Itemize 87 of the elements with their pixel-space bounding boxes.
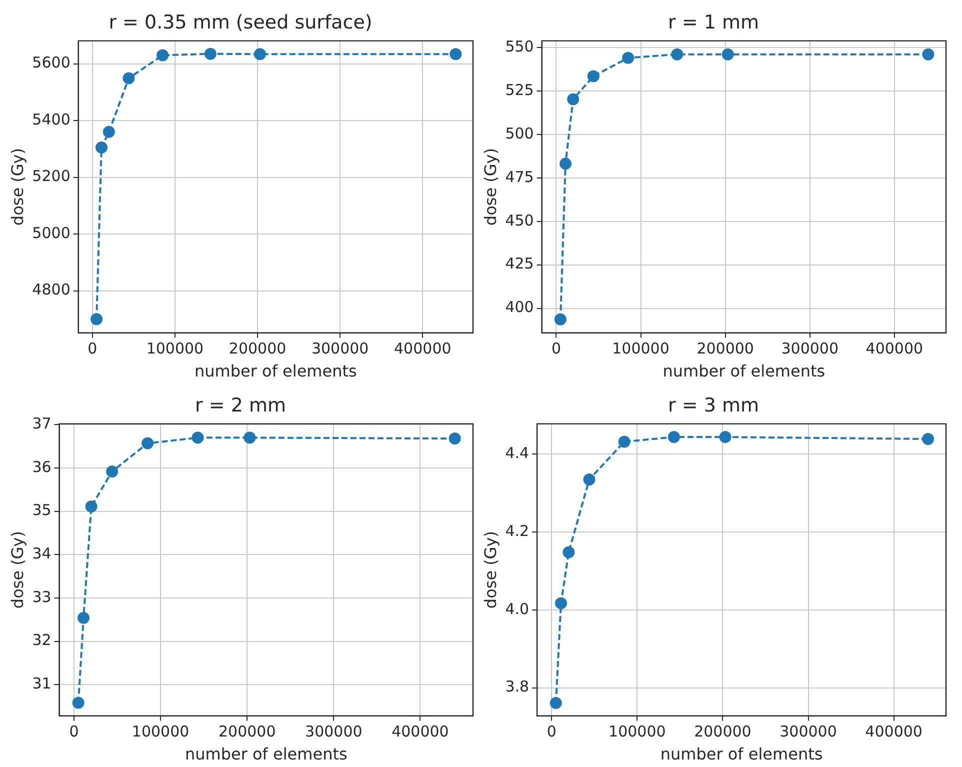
y-tick-label: 4.0 [505, 600, 530, 618]
x-tick-label: 200000 [696, 340, 754, 358]
point [583, 473, 596, 486]
x-tick-label: 0 [88, 340, 98, 358]
x-tick-label: 0 [551, 340, 561, 358]
y-tick-label: 5600 [32, 54, 70, 72]
point [567, 93, 580, 106]
point [618, 436, 630, 448]
x-tick-label: 100000 [146, 340, 204, 358]
x-tick-label: 400000 [865, 722, 922, 741]
x-tick-label: 400000 [394, 340, 452, 358]
y-tick-label: 33 [32, 588, 52, 606]
x-tick-label: 100000 [608, 722, 666, 741]
point [622, 52, 634, 64]
y-tick-label: 5400 [32, 110, 70, 128]
y-tick-label: 550 [505, 37, 534, 56]
point [142, 437, 154, 450]
point [719, 431, 732, 444]
y-axis-title: dose (Gy) [480, 531, 500, 609]
y-tick-label: 525 [505, 80, 534, 99]
y-axis-title: dose (Gy) [8, 531, 27, 609]
x-tick-label: 200000 [228, 340, 286, 358]
point [562, 546, 575, 558]
y-axis-title: dose (Gy) [480, 148, 500, 226]
x-tick-label: 0 [546, 722, 556, 741]
point [85, 500, 98, 513]
point [450, 48, 462, 60]
point [448, 432, 461, 445]
y-tick-label: 4800 [32, 280, 70, 299]
point [922, 432, 934, 445]
y-tick-label: 35 [32, 501, 52, 520]
x-tick-label: 300000 [781, 340, 838, 358]
y-tick-label: 34 [32, 544, 52, 563]
point [722, 48, 734, 60]
y-tick-label: 36 [32, 458, 52, 476]
point [671, 48, 684, 60]
x-tick-label: 200000 [218, 722, 276, 741]
point [192, 432, 204, 444]
chart-title: r = 3 mm [668, 394, 759, 416]
point [922, 48, 934, 60]
point [102, 126, 115, 138]
x-tick-label: 400000 [866, 340, 924, 358]
y-tick-label: 32 [32, 631, 52, 650]
point [122, 72, 135, 84]
x-tick-label: 100000 [612, 340, 670, 358]
y-tick-label: 4.2 [505, 522, 530, 540]
point [668, 431, 680, 444]
y-tick-label: 4.4 [505, 444, 530, 462]
x-tick-label: 200000 [694, 722, 752, 741]
x-axis-title: number of elements [184, 744, 348, 764]
point [106, 465, 118, 478]
y-tick-label: 37 [32, 414, 52, 433]
y-tick-label: 400 [505, 298, 534, 316]
point [90, 313, 103, 326]
y-tick-label: 3.8 [505, 678, 530, 696]
chart-title: r = 1 mm [668, 11, 759, 34]
y-tick-label: 500 [505, 124, 534, 142]
point [254, 48, 266, 60]
y-tick-label: 5200 [32, 167, 70, 186]
chart-title: r = 0.35 mm (seed surface) [108, 11, 372, 34]
point [560, 158, 572, 170]
point [550, 696, 562, 709]
point [555, 597, 568, 610]
y-tick-label: 450 [505, 211, 534, 230]
chart-title: r = 2 mm [195, 394, 286, 416]
point [204, 48, 216, 60]
x-tick-label: 300000 [780, 722, 837, 741]
y-axis-title: dose (Gy) [8, 148, 27, 226]
point [95, 142, 108, 154]
x-tick-label: 300000 [305, 722, 362, 741]
y-tick-label: 5000 [32, 224, 70, 242]
point [587, 70, 600, 82]
x-axis-title: number of elements [660, 744, 823, 764]
x-axis-title: number of elements [662, 362, 826, 381]
y-tick-label: 31 [32, 674, 52, 692]
x-tick-label: 300000 [311, 340, 369, 358]
x-axis-title: number of elements [194, 362, 357, 381]
point [156, 49, 169, 62]
y-tick-label: 425 [505, 254, 534, 273]
x-tick-label: 0 [69, 722, 79, 741]
point [72, 696, 84, 709]
point [244, 432, 256, 444]
point [78, 612, 90, 624]
y-tick-label: 475 [505, 168, 534, 186]
x-tick-label: 400000 [392, 722, 449, 741]
point [554, 313, 566, 326]
x-tick-label: 100000 [132, 722, 190, 741]
